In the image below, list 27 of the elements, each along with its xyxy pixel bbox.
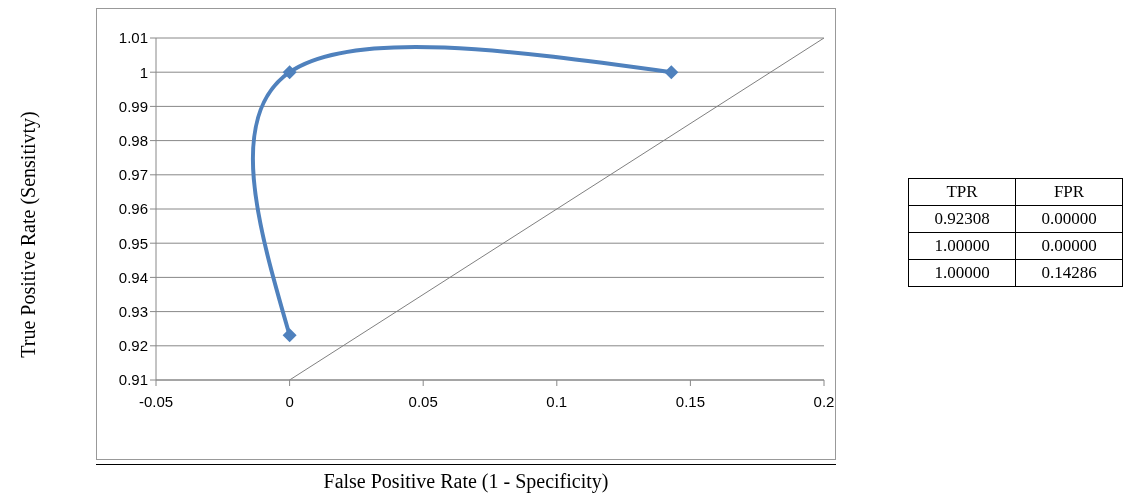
y-tick-label: 0.95	[118, 234, 148, 252]
y-tick-label: 0.91	[118, 371, 148, 389]
text: 0.00000	[1015, 232, 1123, 260]
y-tick-label: 1.01	[118, 29, 148, 47]
y-tick-label: 1	[139, 63, 148, 81]
text: 1.00000	[908, 259, 1016, 287]
x-tick-label: -0.05	[138, 392, 174, 410]
text: TPR	[908, 178, 1016, 206]
y-tick-label: 0.98	[118, 131, 148, 149]
text: 1.00000	[908, 232, 1016, 260]
y-tick-label: 0.92	[118, 337, 148, 355]
x-tick-label: 0.15	[675, 392, 705, 410]
x-tick-label: 0.2	[813, 392, 835, 410]
x-tick-label: 0.1	[546, 392, 568, 410]
text: 0.00000	[1015, 205, 1123, 233]
x-tick-label: 0.05	[408, 392, 438, 410]
y-axis-title: True Positive Rate (Sensitivty)	[16, 110, 40, 358]
text: FPR	[1015, 178, 1123, 206]
y-tick-label: 0.97	[118, 166, 148, 184]
y-tick-label: 0.94	[118, 268, 148, 286]
y-tick-label: 0.99	[118, 97, 148, 115]
y-tick-label: 0.96	[118, 200, 148, 218]
x-tick-label: 0	[285, 392, 294, 410]
text: 0.14286	[1015, 259, 1123, 287]
x-axis-title: False Positive Rate (1 - Specificity)	[322, 470, 610, 493]
y-tick-label: 0.93	[118, 302, 148, 320]
text: 0.92308	[908, 205, 1016, 233]
